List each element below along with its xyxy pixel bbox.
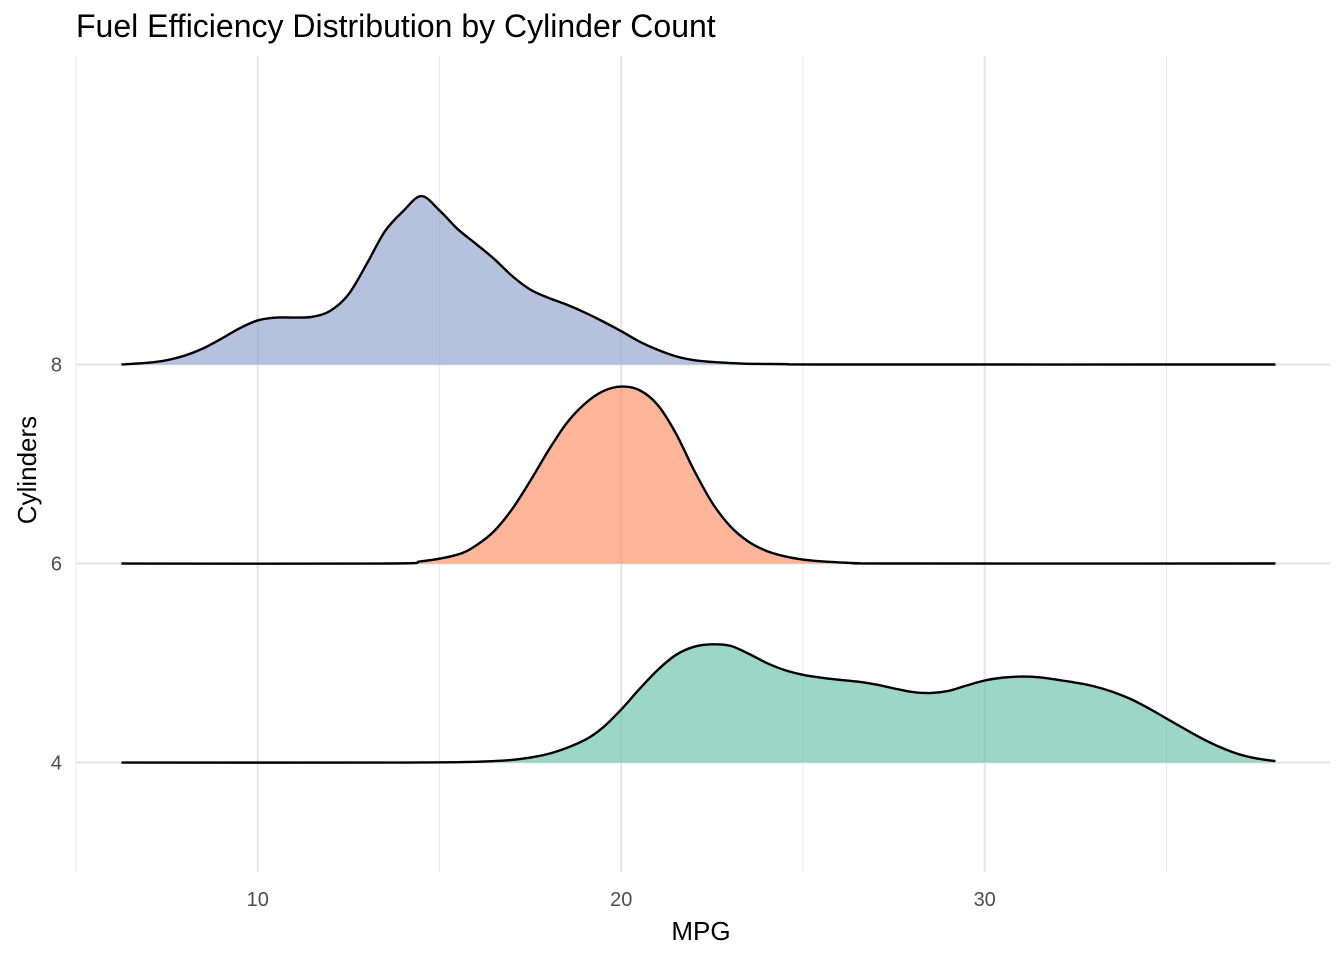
density-ridges bbox=[121, 194, 1276, 764]
ridge-outline-4-cyl bbox=[121, 643, 1276, 764]
ridge-area-8-cyl bbox=[121, 196, 1276, 365]
x-axis-title: MPG bbox=[671, 916, 730, 946]
tick-labels: 10 20 30 4 6 8 bbox=[51, 354, 996, 911]
y-axis-title: Cylinders bbox=[12, 416, 42, 524]
x-tick-label: 10 bbox=[247, 889, 269, 911]
x-tick-label: 30 bbox=[974, 889, 996, 911]
y-tick-label: 4 bbox=[51, 753, 62, 775]
chart-title: Fuel Efficiency Distribution by Cylinder… bbox=[76, 8, 716, 44]
y-tick-label: 8 bbox=[51, 354, 62, 376]
ridge-outline-6-cyl bbox=[121, 385, 1276, 565]
ridge-area-4-cyl bbox=[121, 644, 1276, 763]
x-tick-label: 20 bbox=[610, 889, 632, 911]
y-tick-label: 6 bbox=[51, 554, 62, 576]
ridge-area-6-cyl bbox=[121, 386, 1276, 564]
ridge-outline-8-cyl bbox=[121, 194, 1276, 366]
